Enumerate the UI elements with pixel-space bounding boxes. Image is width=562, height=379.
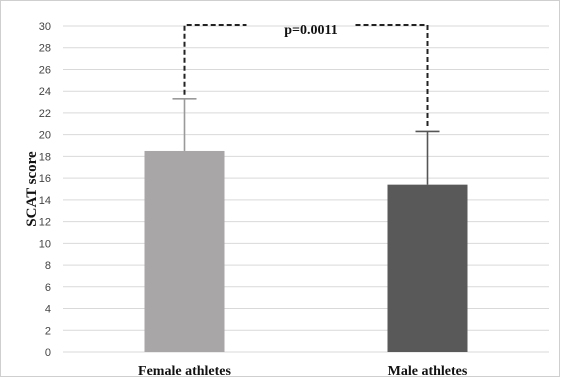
y-tick-label: 8	[45, 260, 51, 272]
bracket-left	[183, 24, 247, 95]
y-tick-label: 4	[45, 304, 51, 316]
x-category-label: Male athletes	[388, 364, 468, 378]
y-tick-label: 22	[39, 108, 51, 120]
bar-female	[144, 150, 225, 352]
gridlines	[63, 25, 549, 353]
y-tick-label: 10	[39, 238, 51, 250]
bracket-right	[355, 24, 429, 128]
y-tick-label: 0	[45, 347, 51, 359]
x-category-label: Female athletes	[138, 364, 231, 378]
x-axis-categories: Female athletes Male athletes	[138, 364, 468, 378]
y-tick-label: 2	[45, 325, 51, 337]
significance-bracket	[183, 24, 429, 128]
y-axis-label: SCAT score	[24, 151, 40, 227]
y-tick-label: 20	[39, 130, 51, 142]
y-tick-label: 6	[45, 282, 51, 294]
y-tick-label: 18	[39, 151, 51, 163]
y-tick-label: 14	[39, 195, 51, 207]
error-bars	[172, 98, 440, 185]
y-tick-label: 28	[39, 43, 51, 55]
y-tick-label: 30	[39, 21, 51, 33]
y-tick-label: 24	[39, 86, 51, 98]
y-tick-label: 12	[39, 217, 51, 229]
p-value-annotation: p=0.0011	[284, 23, 338, 38]
y-tick-label: 16	[39, 173, 51, 185]
bar-male	[387, 184, 468, 352]
bars	[144, 150, 468, 352]
y-tick-label: 26	[39, 64, 51, 76]
